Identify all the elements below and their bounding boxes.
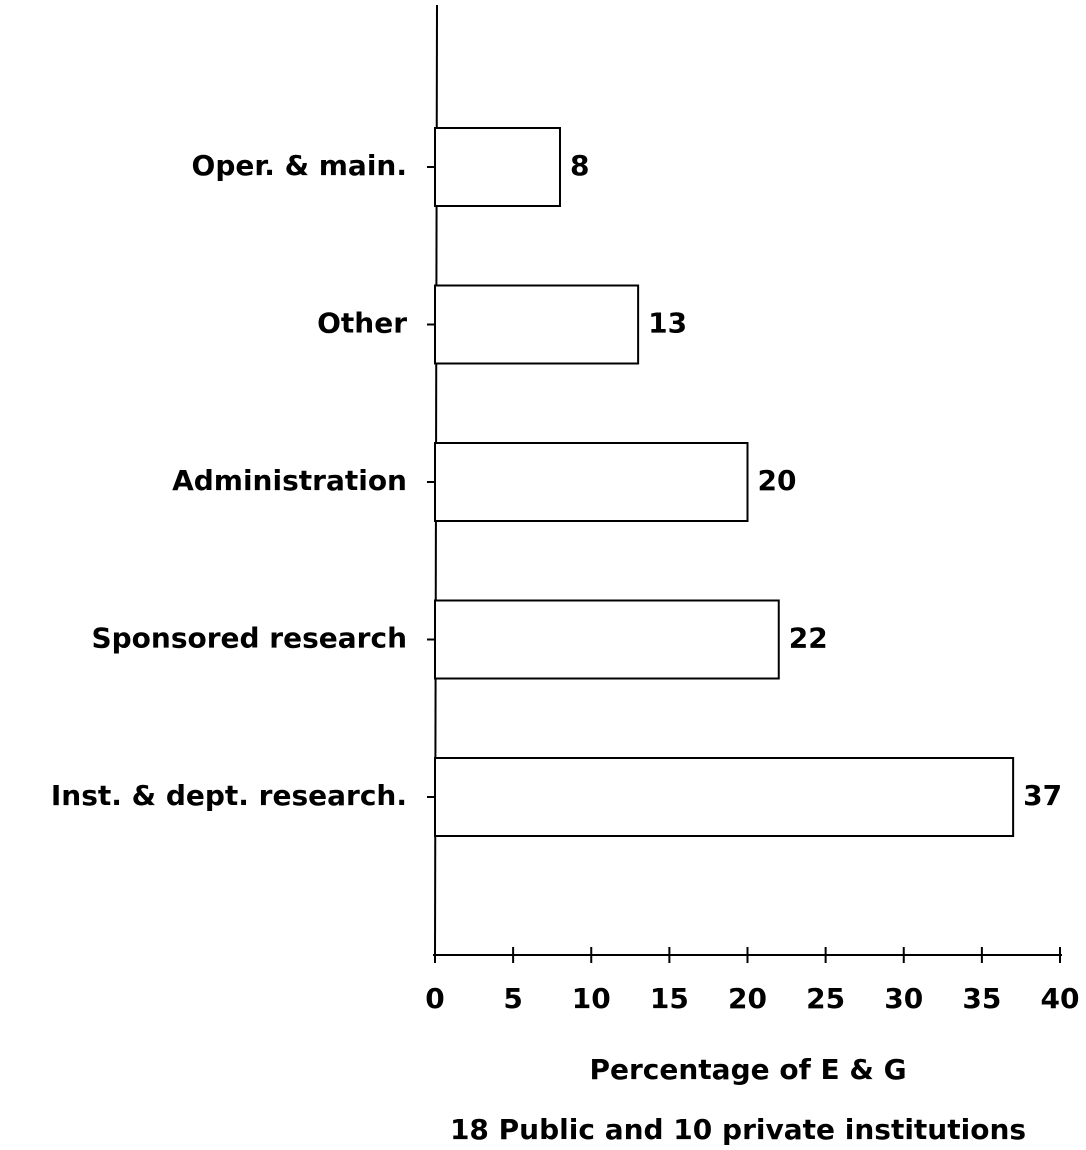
bar [434,442,749,522]
bar [434,757,1015,837]
subtitle: 18 Public and 10 private institutions [450,1113,1026,1146]
y-tick-label: Administration [172,464,407,497]
x-tick-label: 5 [503,982,522,1015]
bar [434,127,561,207]
x-tick-label: 10 [572,982,611,1015]
x-tick-label: 15 [650,982,689,1015]
x-tick-label: 25 [806,982,845,1015]
x-tick-label: 0 [425,982,444,1015]
data-label: 37 [1023,779,1062,812]
y-tick-label: Other [317,307,407,340]
data-label: 20 [758,464,797,497]
x-tick-label: 20 [728,982,767,1015]
x-tick-label: 35 [962,982,1001,1015]
data-label: 13 [648,307,687,340]
x-tick-label: 40 [1041,982,1080,1015]
x-tick-label: 30 [884,982,923,1015]
y-tick-label: Sponsored research [91,622,407,655]
data-label: 22 [789,622,828,655]
bar [434,599,780,680]
y-tick-label: Oper. & main. [192,149,407,182]
x-axis-label: Percentage of E & G [589,1053,906,1086]
y-tick-label: Inst. & dept. research. [51,779,407,812]
bar [434,284,640,365]
data-label: 8 [570,149,589,182]
